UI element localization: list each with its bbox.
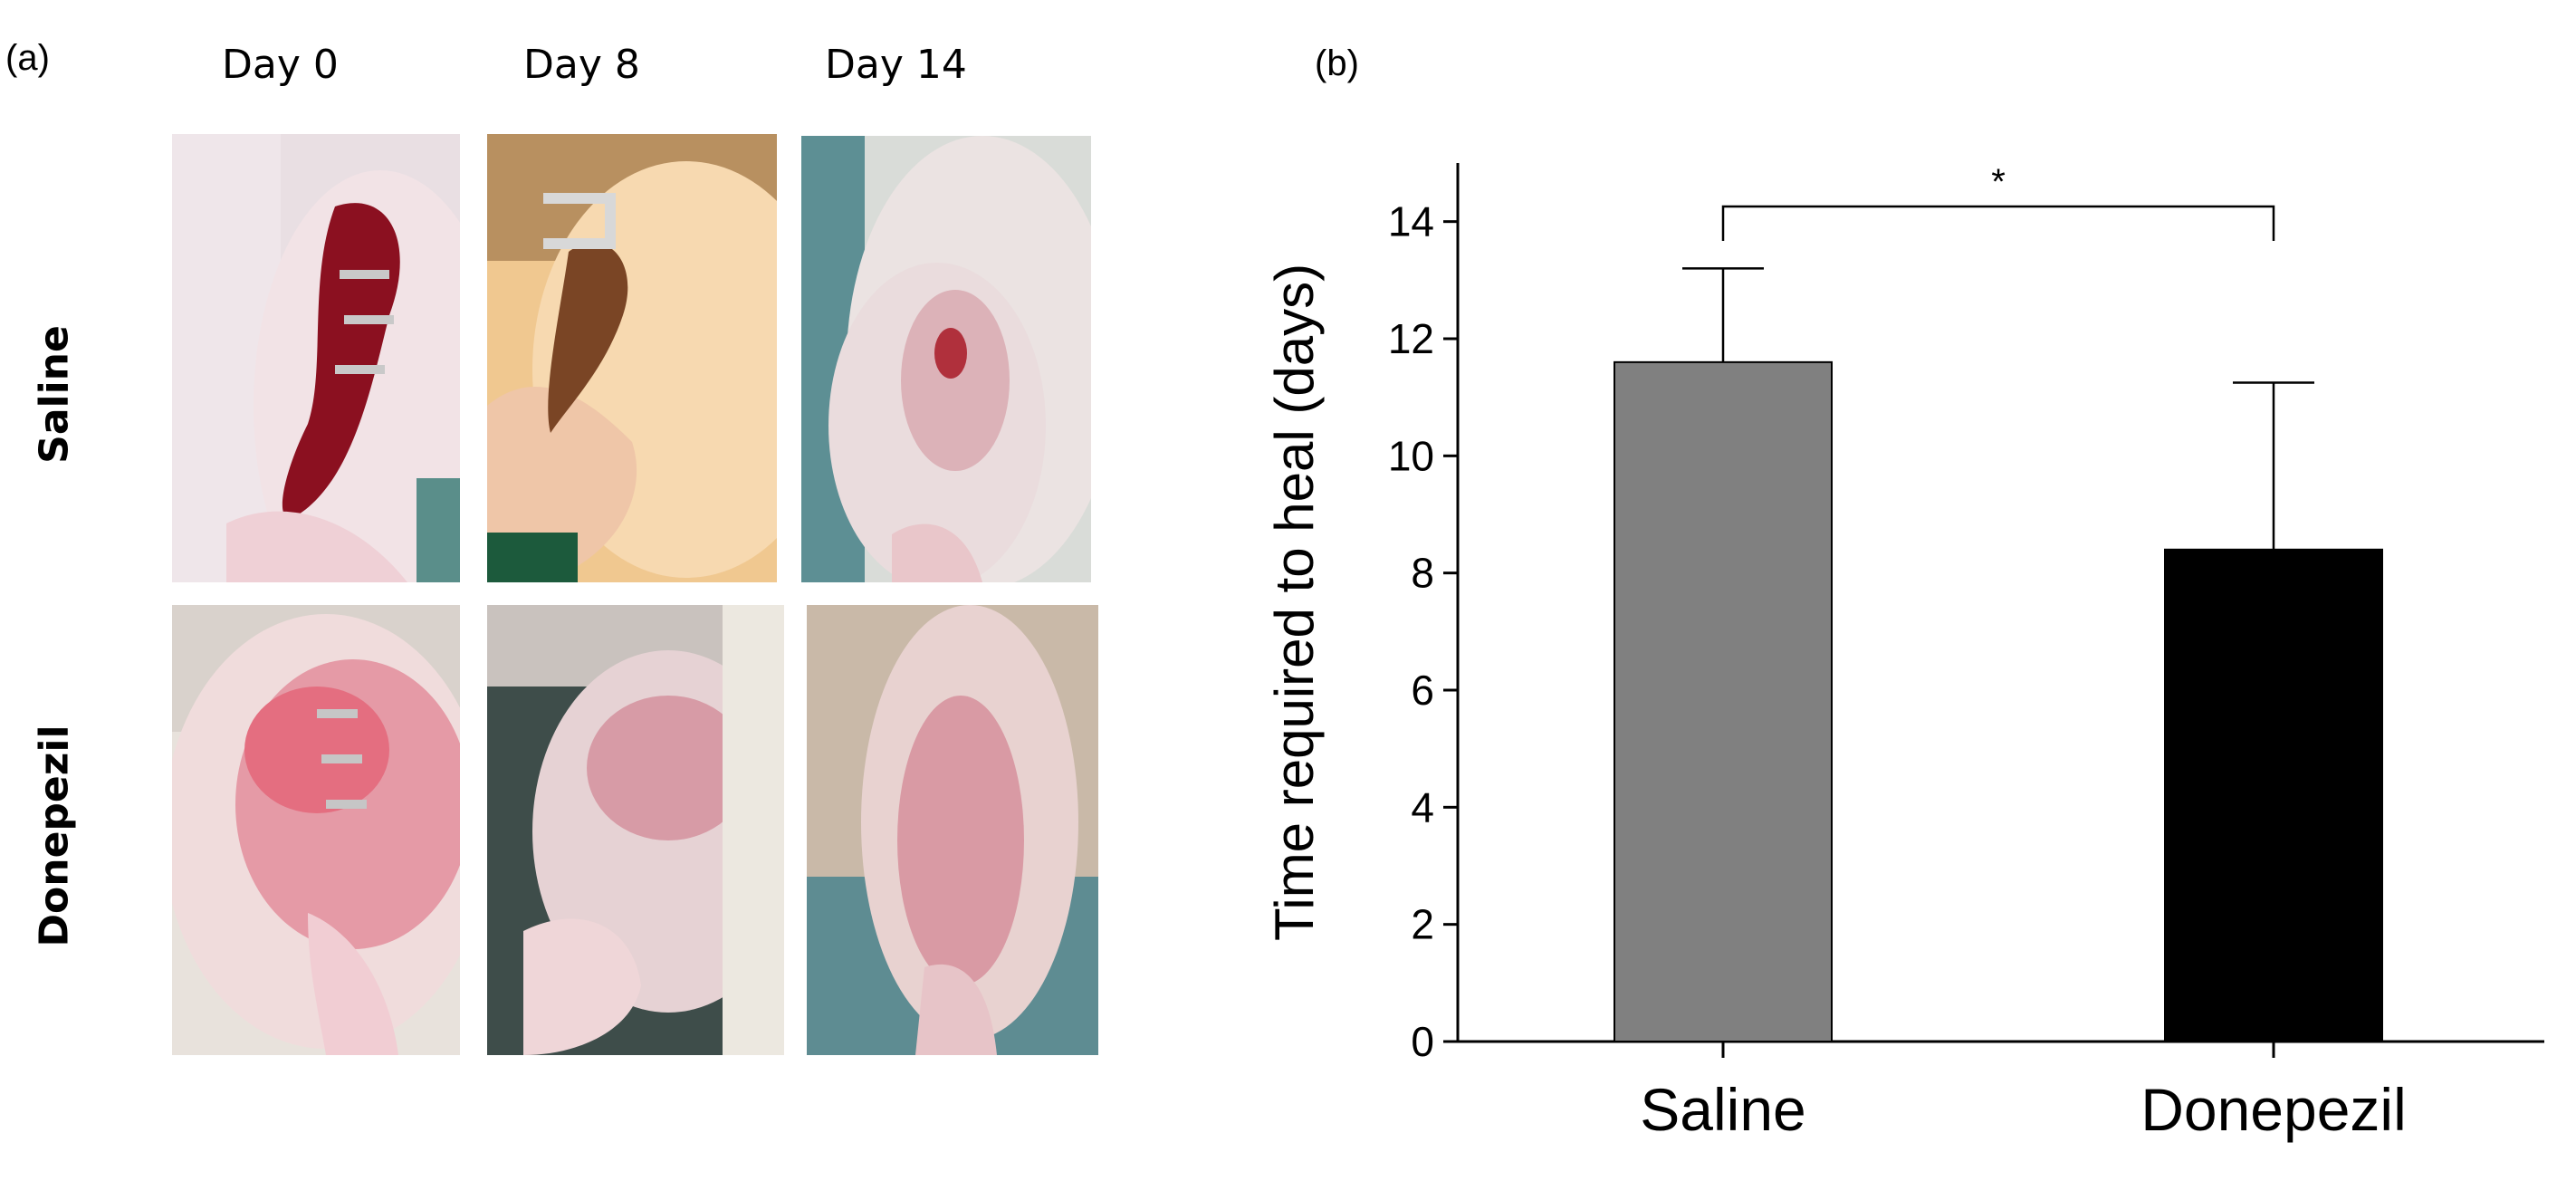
- photo-saline-day-8: [487, 134, 777, 582]
- y-axis-label: Time required to heal (days): [1264, 264, 1325, 941]
- photo-saline-day-0: [172, 134, 460, 582]
- significance-bracket: [1721, 205, 2275, 241]
- bar-saline: [1614, 360, 1833, 1043]
- photo-donepezil-day-8: [487, 605, 784, 1055]
- y-tick-label-3: 6: [1411, 667, 1434, 714]
- y-tick-label-7: 14: [1388, 198, 1434, 245]
- y-tick-label-6: 12: [1388, 315, 1434, 362]
- bar-donepezil: [2164, 548, 2383, 1042]
- photo-saline-day-14: [801, 136, 1091, 582]
- y-tick-label-1: 2: [1411, 901, 1434, 948]
- x-tick-label-saline: Saline: [1640, 1076, 1805, 1143]
- row-label-donepezil: Donepezil: [31, 725, 78, 947]
- bar-chart: 0 2 4 6 8 10 12 14 Time required to heal (days) S…: [1264, 162, 2544, 1143]
- photo-donepezil-day-0: [172, 605, 460, 1055]
- y-tick-label-2: 4: [1411, 783, 1434, 831]
- x-tick-label-donepezil: Donepezil: [2140, 1076, 2407, 1143]
- significance-marker: *: [1991, 162, 2006, 202]
- y-tick-label-0: 0: [1411, 1018, 1434, 1065]
- column-header-day-14: Day 14: [825, 42, 967, 88]
- column-header-day-0: Day 0: [222, 42, 339, 88]
- panel-b-label: (b): [1315, 43, 1359, 83]
- panel-a-label: (a): [5, 38, 50, 78]
- photo-donepezil-day-14: [807, 605, 1098, 1055]
- y-tick-label-5: 10: [1388, 432, 1434, 479]
- column-header-day-8: Day 8: [523, 42, 640, 88]
- row-label-saline: Saline: [31, 325, 78, 464]
- y-tick-label-4: 8: [1411, 550, 1434, 597]
